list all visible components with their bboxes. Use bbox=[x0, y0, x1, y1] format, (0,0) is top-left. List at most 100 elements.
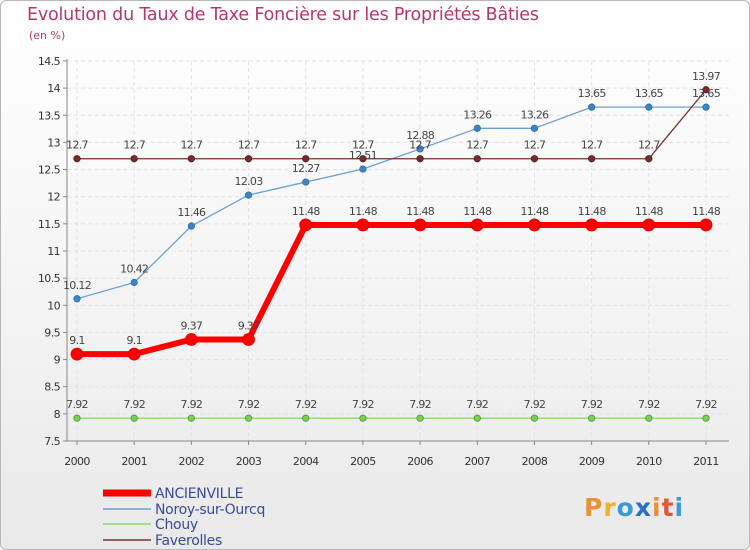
data-point-noroy-sur-ourcq bbox=[73, 295, 81, 303]
series-line-ancienville bbox=[74, 221, 709, 358]
data-label-ancienville: 11.48 bbox=[635, 205, 664, 218]
axes bbox=[66, 59, 729, 442]
x-tick-label: 2010 bbox=[636, 455, 662, 468]
y-tick-label: 9 bbox=[54, 354, 61, 367]
data-label-ancienville: 11.48 bbox=[692, 205, 721, 218]
data-label-faverolles: 12.7 bbox=[66, 139, 88, 152]
x-axis-ticks: 2000 2001 2002 2003 2004 2005 2006 2007 2008 2009… bbox=[64, 441, 719, 468]
data-label-chouy: 7.92 bbox=[238, 398, 260, 411]
data-point-ancienville bbox=[528, 218, 541, 232]
data-label-ancienville: 11.48 bbox=[463, 205, 492, 218]
data-point-ancienville bbox=[70, 347, 84, 361]
series-line-faverolles bbox=[76, 89, 707, 160]
y-tick-label: 12.5 bbox=[38, 164, 61, 177]
data-label-chouy: 7.92 bbox=[295, 398, 317, 411]
data-label-noroy-sur-ourcq: 13.26 bbox=[463, 108, 492, 121]
data-label-faverolles: 12.7 bbox=[638, 139, 660, 152]
data-label-faverolles: 12.7 bbox=[181, 139, 203, 152]
chart-title: Evolution du Taux de Taxe Foncière sur l… bbox=[27, 5, 539, 25]
series-line-noroy-sur-ourcq bbox=[76, 106, 707, 300]
data-point-noroy-sur-ourcq bbox=[359, 165, 367, 173]
data-point-noroy-sur-ourcq bbox=[702, 103, 710, 111]
legend-label-chouy: Chouy bbox=[155, 517, 198, 533]
proxiti-logo: Proxiti bbox=[584, 493, 684, 522]
y-axis-ticks: 7.5 8 8.5 9 9.5 10 10.5 11 11.5 12 12.5 13 13.5 14 14.… bbox=[38, 55, 67, 448]
x-tick-label: 2011 bbox=[693, 455, 719, 468]
y-tick-label: 10 bbox=[47, 299, 60, 312]
data-point-noroy-sur-ourcq bbox=[473, 124, 481, 132]
data-point-faverolles bbox=[530, 155, 539, 163]
data-label-ancienville: 11.48 bbox=[292, 205, 321, 218]
y-tick-label: 13 bbox=[47, 136, 60, 149]
data-label-noroy-sur-ourcq: 12.88 bbox=[406, 129, 435, 142]
data-label-ancienville: 9.37 bbox=[181, 319, 203, 332]
x-tick-label: 2004 bbox=[293, 455, 319, 468]
data-point-ancienville bbox=[699, 218, 713, 232]
data-point-chouy bbox=[416, 414, 424, 422]
data-label-chouy: 7.92 bbox=[409, 398, 431, 411]
data-point-ancienville bbox=[642, 218, 656, 232]
data-point-faverolles bbox=[416, 155, 424, 163]
data-label-ancienville: 9.37 bbox=[238, 319, 260, 332]
data-point-faverolles bbox=[473, 155, 481, 163]
logo-letter: x bbox=[634, 493, 652, 522]
legend-label-noroy-sur-ourcq: Noroy-sur-Ourcq bbox=[155, 502, 265, 518]
data-point-chouy bbox=[359, 414, 367, 422]
logo-letter: t bbox=[661, 493, 675, 522]
data-point-faverolles bbox=[130, 155, 138, 163]
data-point-chouy bbox=[645, 414, 653, 422]
x-tick-label: 2005 bbox=[350, 455, 376, 468]
logo-letter: o bbox=[616, 493, 635, 522]
y-tick-label: 14.5 bbox=[38, 55, 61, 68]
data-label-chouy: 7.92 bbox=[466, 398, 488, 411]
series-layer bbox=[70, 86, 713, 422]
data-label-chouy: 7.92 bbox=[181, 398, 203, 411]
y-tick-label: 13.5 bbox=[38, 109, 61, 122]
data-label-faverolles: 12.7 bbox=[238, 139, 260, 152]
data-point-chouy bbox=[302, 414, 310, 422]
gridlines bbox=[67, 60, 729, 442]
data-label-faverolles: 12.7 bbox=[409, 139, 431, 152]
data-label-faverolles: 12.7 bbox=[524, 139, 546, 152]
x-tick-label: 2002 bbox=[179, 455, 205, 468]
x-tick-label: 2008 bbox=[522, 455, 548, 468]
data-label-noroy-sur-ourcq: 10.12 bbox=[63, 279, 91, 292]
data-point-faverolles bbox=[359, 155, 367, 163]
data-label-noroy-sur-ourcq: 13.26 bbox=[520, 108, 549, 121]
data-label-chouy: 7.92 bbox=[638, 398, 660, 411]
data-label-faverolles: 12.7 bbox=[581, 139, 603, 152]
legend: ANCIENVILLENoroy-sur-OurcqChouyFaverolle… bbox=[103, 486, 265, 549]
logo-letter: P bbox=[584, 493, 604, 522]
data-label-faverolles: 12.7 bbox=[123, 139, 145, 152]
x-tick-label: 2003 bbox=[236, 455, 262, 468]
data-point-faverolles bbox=[187, 155, 195, 163]
data-label-noroy-sur-ourcq: 12.27 bbox=[292, 162, 321, 175]
data-label-chouy: 7.92 bbox=[695, 398, 717, 411]
data-label-noroy-sur-ourcq: 12.03 bbox=[235, 175, 264, 188]
y-tick-label: 12 bbox=[47, 191, 60, 204]
y-tick-label: 8 bbox=[54, 408, 61, 421]
data-point-chouy bbox=[73, 414, 81, 422]
data-point-faverolles bbox=[73, 155, 81, 163]
y-tick-label: 11 bbox=[47, 245, 60, 258]
data-label-noroy-sur-ourcq: 12.51 bbox=[349, 149, 377, 162]
y-tick-label: 10.5 bbox=[38, 272, 61, 285]
data-label-faverolles: 12.7 bbox=[466, 139, 488, 152]
data-label-chouy: 7.92 bbox=[352, 398, 374, 411]
y-axis-unit: (en %) bbox=[29, 29, 66, 42]
data-point-ancienville bbox=[184, 333, 198, 346]
data-point-noroy-sur-ourcq bbox=[244, 191, 253, 199]
data-label-ancienville: 11.48 bbox=[406, 205, 435, 218]
data-point-ancienville bbox=[299, 218, 313, 232]
data-point-noroy-sur-ourcq bbox=[130, 278, 138, 287]
y-tick-label: 8.5 bbox=[44, 381, 60, 394]
data-label-noroy-sur-ourcq: 11.46 bbox=[177, 206, 206, 219]
data-point-noroy-sur-ourcq bbox=[187, 222, 195, 230]
data-point-chouy bbox=[187, 414, 195, 422]
x-tick-label: 2000 bbox=[64, 455, 90, 468]
data-point-noroy-sur-ourcq bbox=[588, 103, 596, 111]
data-point-faverolles bbox=[244, 155, 253, 163]
data-point-chouy bbox=[530, 414, 539, 422]
data-point-ancienville bbox=[413, 218, 427, 232]
